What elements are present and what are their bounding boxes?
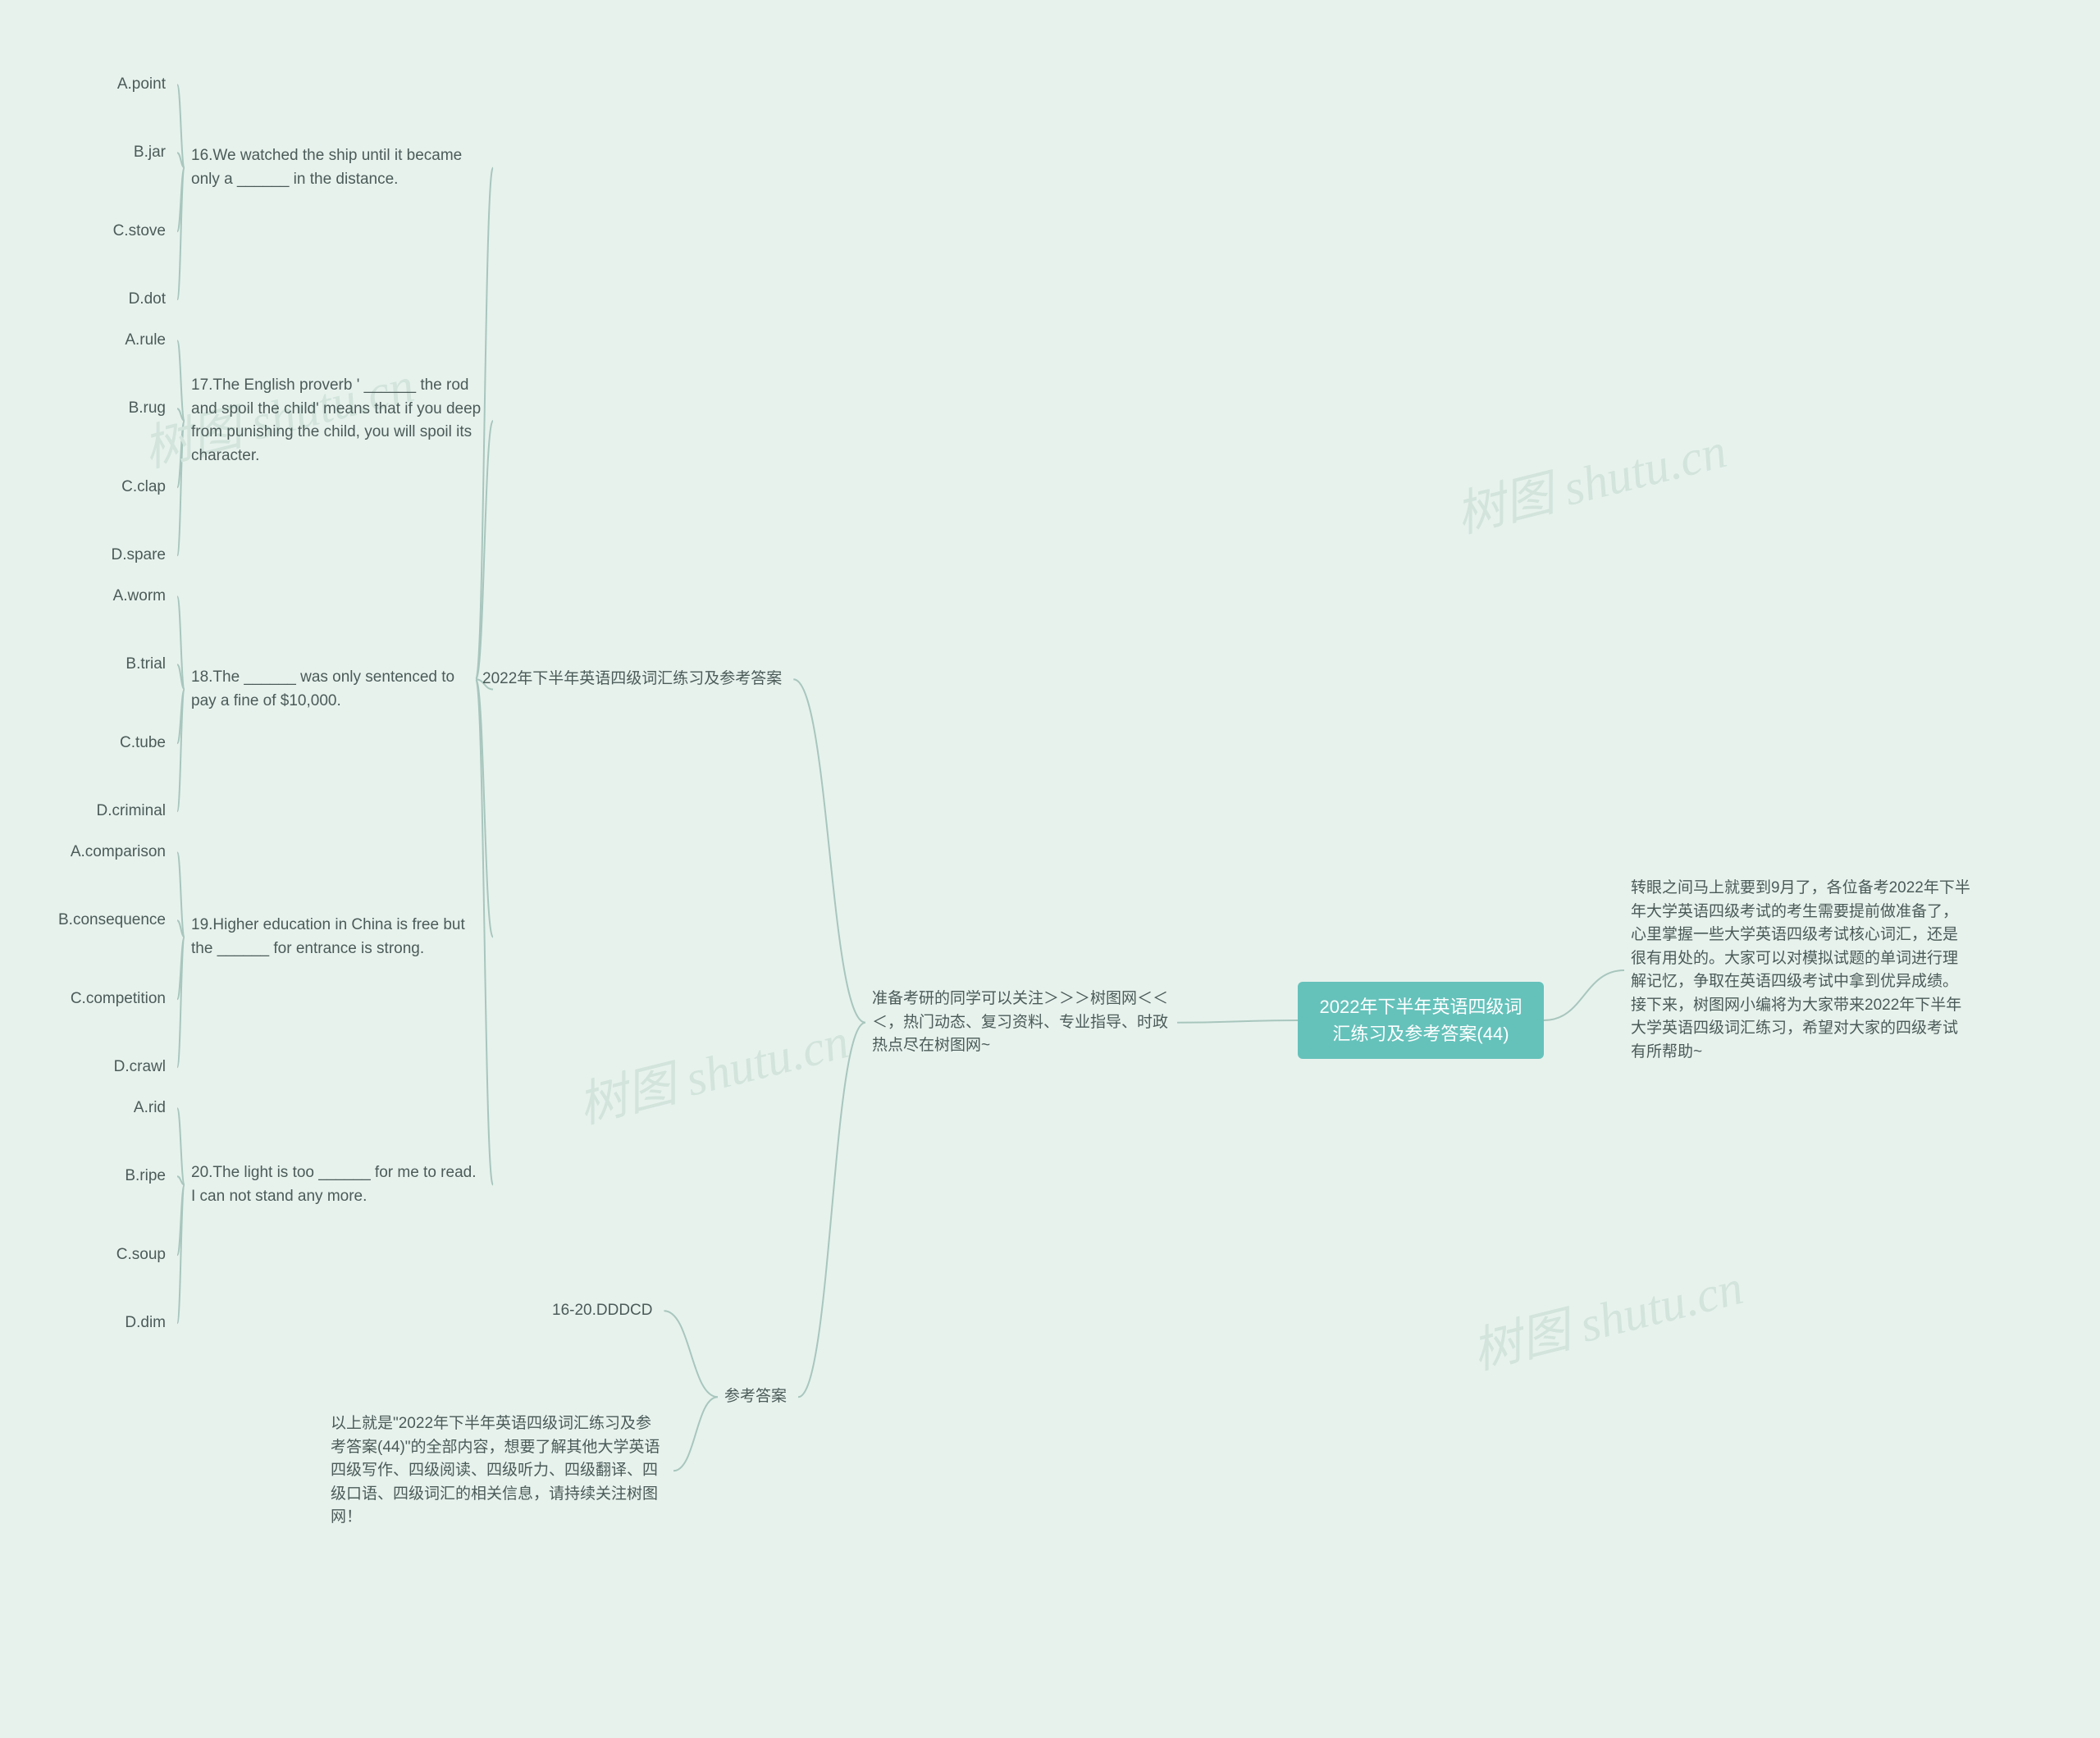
question-20-opt-a: A.rid bbox=[127, 1093, 172, 1124]
prep-note: 准备考研的同学可以关注＞＞＞树图网＜＜＜，热门动态、复习资料、专业指导、时政热点… bbox=[865, 984, 1177, 1061]
question-19-opt-a: A.comparison bbox=[64, 837, 172, 868]
intro-paragraph: 转眼之间马上就要到9月了，各位备考2022年下半年大学英语四级考试的考生需要提前… bbox=[1624, 874, 1977, 1067]
question-18-opt-a: A.worm bbox=[107, 582, 172, 612]
question-20-opt-d: D.dim bbox=[118, 1308, 172, 1339]
question-19-opt-c: C.competition bbox=[64, 984, 172, 1015]
question-17-opt-b: B.rug bbox=[122, 394, 172, 424]
closing-paragraph: 以上就是"2022年下半年英语四级词汇练习及参考答案(44)"的全部内容，想要了… bbox=[324, 1409, 669, 1533]
question-19: 19.Higher education in China is free but… bbox=[185, 910, 488, 964]
question-17: 17.The English proverb ' ______ the rod … bbox=[185, 371, 488, 471]
question-18: 18.The ______ was only sentenced to pay … bbox=[185, 663, 488, 716]
question-16-opt-c: C.stove bbox=[107, 217, 172, 247]
question-18-opt-d: D.criminal bbox=[90, 796, 172, 827]
question-16-opt-a: A.point bbox=[111, 70, 172, 100]
question-19-opt-d: D.crawl bbox=[107, 1052, 172, 1083]
question-18-opt-b: B.trial bbox=[119, 650, 172, 680]
question-16-opt-b: B.jar bbox=[127, 138, 172, 168]
answers-key: 16-20.DDDCD bbox=[546, 1296, 659, 1326]
question-17-opt-d: D.spare bbox=[104, 541, 172, 571]
connector-layer bbox=[0, 0, 2100, 1738]
question-20-opt-b: B.ripe bbox=[118, 1161, 172, 1192]
question-16-opt-d: D.dot bbox=[122, 285, 172, 315]
root-title-line1: 2022年下半年英语四级词 bbox=[1320, 997, 1522, 1017]
question-20-opt-c: C.soup bbox=[110, 1240, 172, 1270]
root-title-line2: 汇练习及参考答案(44) bbox=[1332, 1024, 1509, 1044]
answers-label: 参考答案 bbox=[718, 1382, 793, 1412]
question-19-opt-b: B.consequence bbox=[52, 905, 172, 936]
question-16: 16.We watched the ship until it became o… bbox=[185, 141, 488, 194]
root-node[interactable]: 2022年下半年英语四级词 汇练习及参考答案(44) bbox=[1298, 982, 1544, 1059]
question-18-opt-c: C.tube bbox=[113, 728, 172, 759]
question-20: 20.The light is too ______ for me to rea… bbox=[185, 1158, 488, 1211]
section-title: 2022年下半年英语四级词汇练习及参考答案 bbox=[476, 664, 788, 695]
question-17-opt-c: C.clap bbox=[115, 472, 172, 503]
question-17-opt-a: A.rule bbox=[118, 326, 172, 356]
